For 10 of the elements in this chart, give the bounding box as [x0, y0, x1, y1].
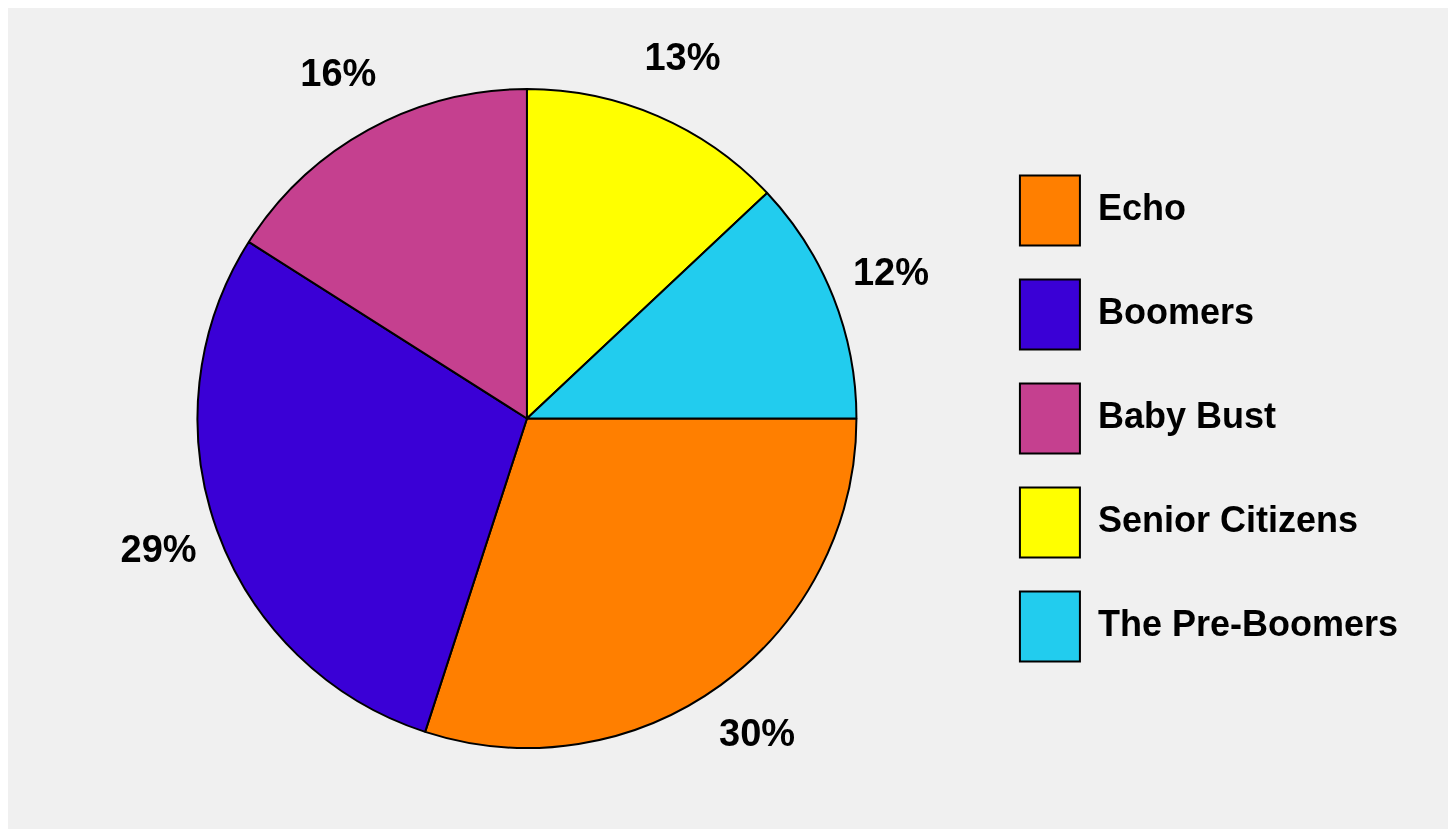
data-label: 30%: [719, 711, 796, 754]
legend-label: Boomers: [1097, 291, 1254, 333]
data-label: 29%: [120, 527, 197, 570]
legend-label: Senior Citizens: [1097, 499, 1358, 541]
legend-label: Echo: [1097, 187, 1186, 229]
data-label: 12%: [852, 250, 929, 293]
data-label: 16%: [300, 51, 377, 94]
data-label: 13%: [644, 35, 721, 78]
legend-label: The Pre-Boomers: [1097, 603, 1398, 645]
legend-label: Baby Bust: [1097, 395, 1276, 437]
